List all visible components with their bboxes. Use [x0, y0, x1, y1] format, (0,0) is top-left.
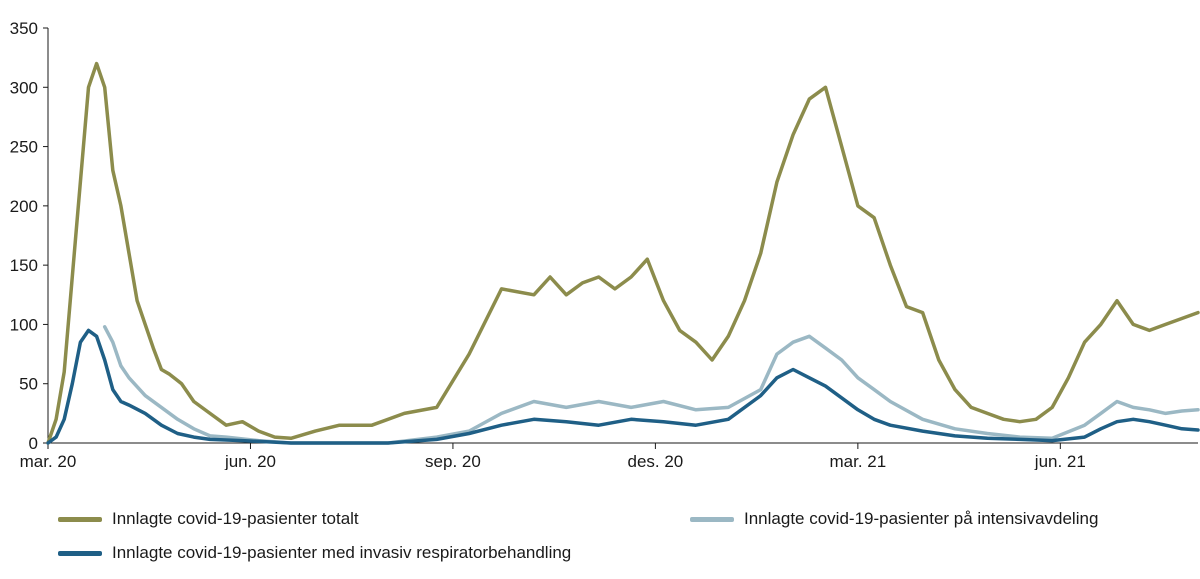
legend-swatch-total	[58, 516, 102, 522]
legend-item-total: Innlagte covid-19-pasienter totalt	[58, 509, 359, 529]
series-line-intensive	[102, 325, 1200, 445]
y-tick-label: 200	[10, 197, 38, 216]
y-tick-label: 150	[10, 256, 38, 275]
y-tick-label: 50	[19, 375, 38, 394]
chart-canvas: 0 50 100 150 200 250 300 350 mar. 20 jun. 20 sep. …	[10, 19, 1200, 471]
y-tick-label: 350	[10, 19, 38, 38]
x-tick-label: mar. 21	[830, 452, 887, 470]
legend-swatch-ventilator	[58, 550, 102, 556]
legend-swatch-intensive	[690, 516, 734, 522]
legend-label-intensive: Innlagte covid-19-pasienter på intensiva…	[744, 509, 1099, 528]
legend-item-intensive: Innlagte covid-19-pasienter på intensiva…	[690, 509, 1098, 529]
x-tick-label: des. 20	[628, 452, 684, 470]
series-line-ventilator	[46, 328, 1200, 445]
legend-label-ventilator: Innlagte covid-19-pasienter med invasiv …	[112, 543, 572, 562]
y-tick-label: 0	[29, 434, 38, 453]
series-line-total	[46, 61, 1200, 445]
x-tick-label: jun. 21	[1034, 452, 1086, 470]
line-chart: 0 50 100 150 200 250 300 350 mar. 20 jun. 20 sep. …	[10, 19, 1200, 471]
x-tick-label: sep. 20	[425, 452, 481, 470]
y-tick-label: 250	[10, 138, 38, 157]
x-tick-label: jun. 20	[224, 452, 276, 470]
y-tick-label: 100	[10, 315, 38, 334]
x-tick-label: mar. 20	[20, 452, 77, 470]
y-tick-label: 300	[10, 78, 38, 97]
legend-label-total: Innlagte covid-19-pasienter totalt	[112, 509, 359, 528]
legend-item-ventilator: Innlagte covid-19-pasienter med invasiv …	[58, 543, 571, 563]
